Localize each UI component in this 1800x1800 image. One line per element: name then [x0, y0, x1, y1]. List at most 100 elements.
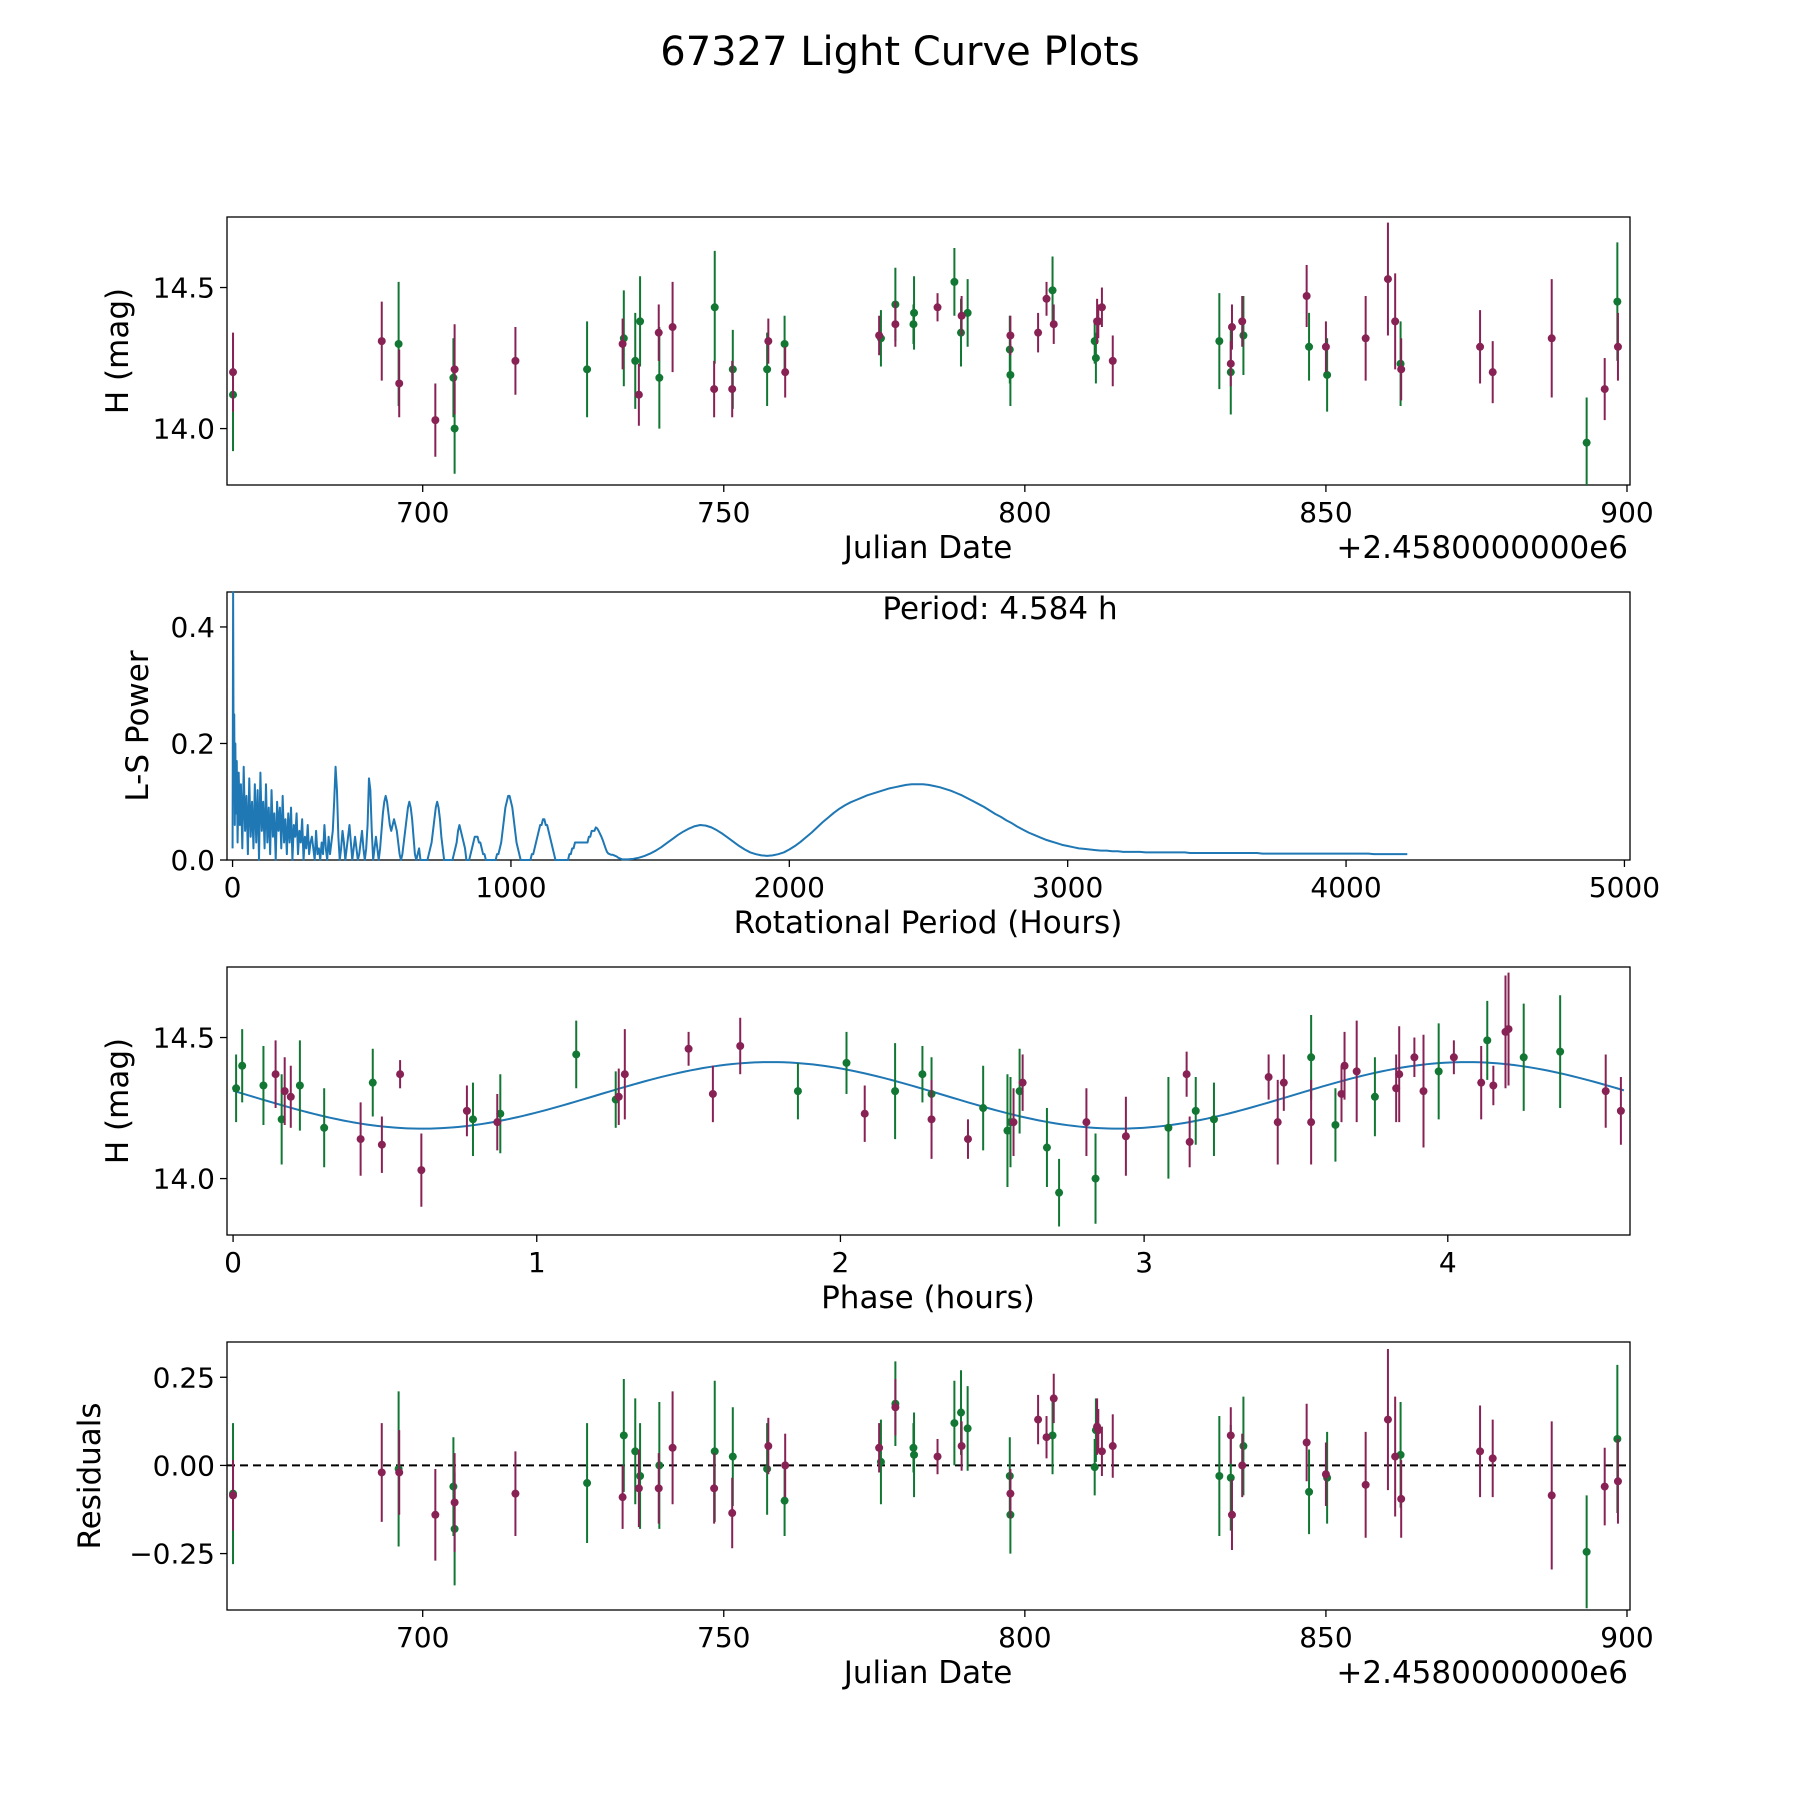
x-tick-label: 700 [396, 496, 449, 529]
purple-data-point [957, 1442, 966, 1451]
purple-data-point [1504, 1025, 1513, 1034]
purple-data-point [229, 1491, 238, 1500]
purple-data-point [764, 1442, 773, 1451]
purple-data-point [1182, 1070, 1191, 1079]
purple-data-point [634, 1484, 643, 1493]
green-data-point [232, 1084, 241, 1093]
purple-data-point [1321, 342, 1330, 351]
x-tick-label: 850 [1299, 496, 1352, 529]
purple-data-point [377, 337, 386, 346]
green-data-point [572, 1050, 581, 1059]
purple-data-point [1321, 1470, 1330, 1479]
periodogram-panel: 0 1000 2000 3000 4000 5000 0.0 0.2 0.4 Period: … [120, 591, 1660, 941]
green-data-point [1305, 1487, 1314, 1496]
green-data-point [950, 1419, 959, 1428]
purple-data-point [1489, 1081, 1498, 1090]
purple-data-point [1488, 1454, 1497, 1463]
x-tick-label: 4000 [1310, 871, 1381, 904]
purple-data-point [417, 1166, 426, 1175]
green-data-point [583, 365, 592, 374]
purple-data-point [1264, 1073, 1273, 1082]
green-data-point [631, 356, 640, 365]
purple-data-point [431, 416, 440, 425]
purple-data-point [1419, 1087, 1428, 1096]
green-data-point [449, 373, 458, 382]
green-data-point [780, 339, 789, 348]
light-curve-offset-text: +2.4580000000e6 [1336, 530, 1628, 566]
purple-data-point [933, 303, 942, 312]
purple-data-point [280, 1087, 289, 1096]
x-tick-label: 700 [396, 1621, 449, 1654]
green-data-point [710, 303, 719, 312]
green-data-point [1015, 1087, 1024, 1096]
purple-data-point [1009, 1118, 1018, 1127]
purple-data-point [1227, 1510, 1236, 1519]
purple-data-point [1049, 320, 1058, 329]
x-tick-label: 3 [1135, 1246, 1153, 1279]
purple-data-point [1397, 365, 1406, 374]
light-curve-xticks: 700 750 800 850 900 [396, 485, 1654, 529]
purple-data-point [1042, 1433, 1051, 1442]
purple-data-point [377, 1140, 386, 1149]
y-tick-label: 14.5 [153, 1022, 215, 1055]
y-tick-label: 0.00 [153, 1449, 215, 1482]
purple-data-point [1392, 1084, 1401, 1093]
purple-data-point [1361, 1480, 1370, 1489]
period-annotation: Period: 4.584 h [882, 591, 1117, 627]
purple-data-point [957, 311, 966, 320]
purple-data-point [1395, 1070, 1404, 1079]
purple-data-point [875, 331, 884, 340]
residuals-xticks: 700 750 800 850 900 [396, 1610, 1654, 1654]
purple-data-point [1108, 356, 1117, 365]
purple-data-point [728, 385, 737, 394]
green-data-point [1434, 1067, 1443, 1076]
purple-data-point [1547, 1491, 1556, 1500]
periodogram-xlabel: Rotational Period (Hours) [734, 905, 1123, 941]
purple-data-point [286, 1092, 295, 1101]
green-data-point [950, 277, 959, 286]
green-data-point [496, 1109, 505, 1118]
phased-curve-frame [226, 966, 1631, 1236]
purple-data-point [891, 1403, 900, 1412]
purple-data-point [431, 1510, 440, 1519]
purple-data-point [1410, 1053, 1419, 1062]
purple-data-point [1337, 1089, 1346, 1098]
x-tick-label: 5000 [1589, 871, 1660, 904]
green-data-point [277, 1115, 286, 1124]
phased-curve-marks [232, 972, 1625, 1227]
purple-data-point [1121, 1132, 1130, 1141]
light-curve-xlabel: Julian Date [842, 530, 1013, 566]
purple-data-point [450, 365, 459, 374]
purple-data-point [493, 1118, 502, 1127]
purple-data-point [395, 1468, 404, 1477]
purple-data-point [1449, 1053, 1458, 1062]
purple-data-point [875, 1443, 884, 1452]
purple-data-point [462, 1106, 471, 1115]
light-curve-marks [229, 222, 1622, 485]
purple-data-point [710, 1484, 719, 1493]
figure-title: 67327 Light Curve Plots [660, 29, 1139, 75]
green-data-point [1191, 1106, 1200, 1115]
purple-data-point [1477, 1078, 1486, 1087]
residuals-offset-text: +2.4580000000e6 [1336, 1655, 1628, 1691]
y-tick-label: 0.0 [170, 844, 215, 877]
purple-data-point [1616, 1106, 1625, 1115]
x-tick-label: 3000 [1032, 871, 1103, 904]
periodogram-frame [226, 591, 1631, 861]
green-data-point [1164, 1123, 1173, 1132]
x-tick-label: 0 [224, 871, 242, 904]
green-data-point [963, 1424, 972, 1433]
purple-data-point [781, 368, 790, 377]
green-data-point [1556, 1047, 1565, 1056]
x-tick-label: 2 [832, 1246, 850, 1279]
purple-data-point [1302, 1438, 1311, 1447]
green-data-point [636, 1472, 645, 1480]
purple-data-point [1097, 303, 1106, 312]
residuals-ylabel: Residuals [72, 1402, 108, 1549]
purple-data-point [1397, 1494, 1406, 1503]
purple-data-point [1391, 1452, 1400, 1461]
purple-data-point [933, 1452, 942, 1461]
x-tick-label: 2000 [754, 871, 825, 904]
residuals-xlabel: Julian Date [842, 1655, 1013, 1691]
